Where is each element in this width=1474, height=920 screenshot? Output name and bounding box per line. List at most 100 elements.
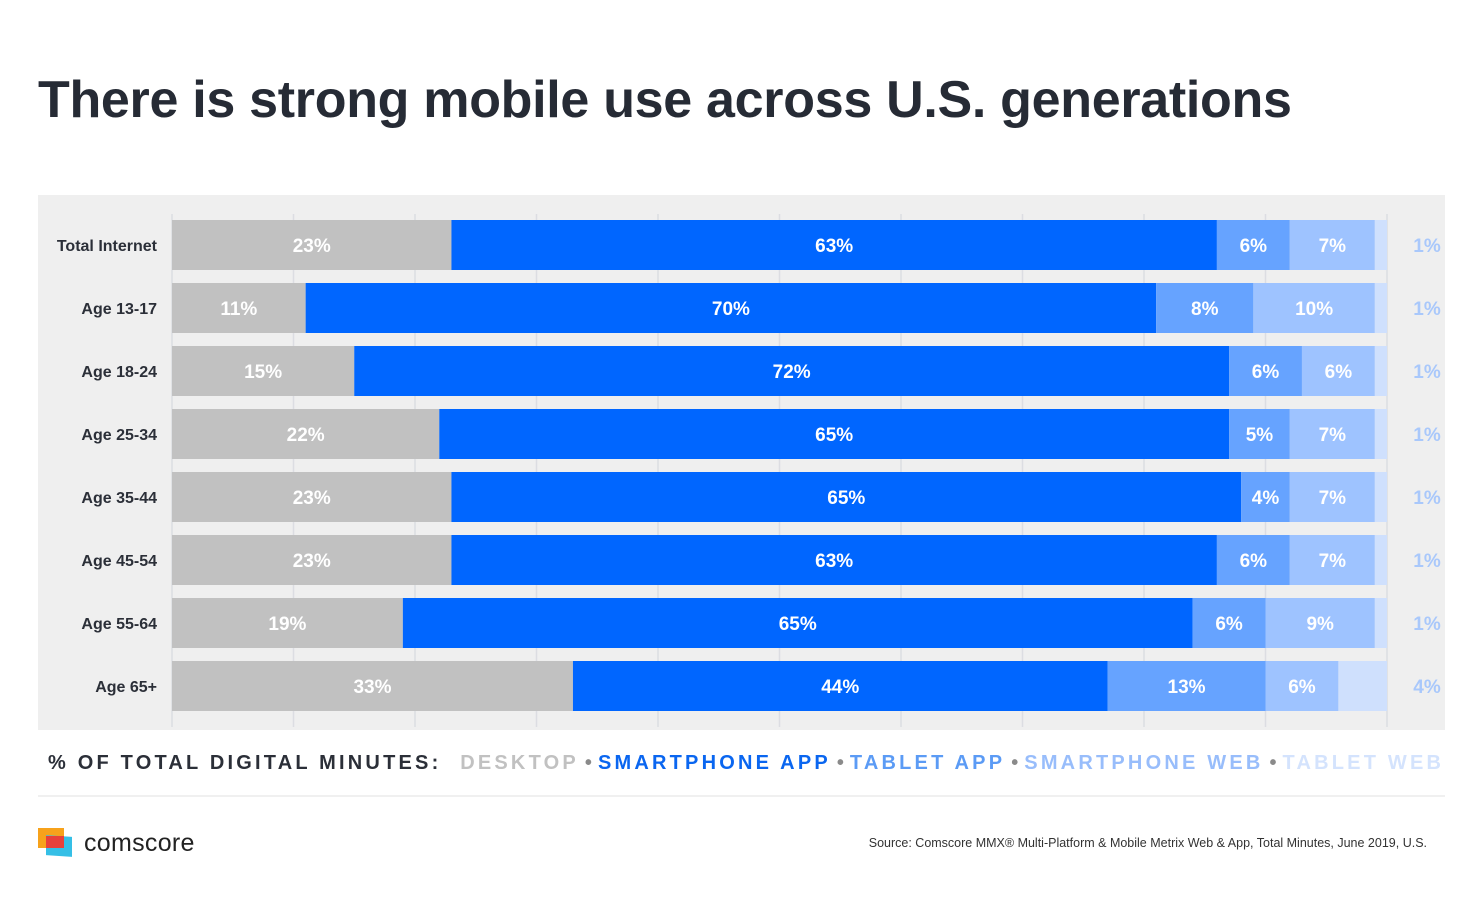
bar-segment-smartphone-app [451, 472, 1242, 522]
value-label: 72% [773, 362, 811, 383]
bar-segment-smartphone-web [1289, 220, 1375, 270]
legend-separator: • [584, 752, 592, 774]
legend-item-tablet-web: TABLET WEB [1282, 752, 1445, 774]
value-label: 6% [1325, 362, 1353, 383]
source-note: Source: Comscore MMX® Multi-Platform & M… [868, 836, 1427, 850]
bar-segment-smartphone-app [451, 220, 1217, 270]
value-label: 7% [1319, 236, 1347, 257]
bar-segment-tablet-web [1374, 220, 1387, 270]
bar-segment-tablet-web [1374, 346, 1387, 396]
value-label: 4% [1413, 677, 1441, 698]
bar-segment-smartphone-app [439, 409, 1230, 459]
legend-separator: • [1011, 752, 1019, 774]
bar-segment-tablet-app [1216, 220, 1290, 270]
bar-segment-smartphone-web [1301, 346, 1375, 396]
bar-segment-tablet-web [1374, 472, 1387, 522]
bar-segment-smartphone-web [1289, 409, 1375, 459]
bar-segment-tablet-app [1107, 661, 1266, 711]
legend-item-desktop: DESKTOP [460, 752, 579, 774]
bar-segment-smartphone-app [451, 535, 1217, 585]
legend-item-tablet-app: TABLET APP [849, 752, 1006, 774]
value-label: 1% [1413, 425, 1441, 446]
value-label: 4% [1252, 488, 1280, 509]
bar-segment-tablet-app [1192, 598, 1266, 648]
bar-segment-tablet-app [1241, 472, 1290, 522]
value-label: 11% [220, 299, 257, 320]
value-label: 8% [1191, 299, 1219, 320]
value-label: 63% [815, 236, 853, 257]
bar-segment-desktop [172, 220, 452, 270]
category-label: Age 55-64 [81, 616, 157, 633]
value-label: 23% [293, 488, 331, 509]
category-label: Age 18-24 [81, 364, 157, 381]
category-label: Age 13-17 [81, 301, 157, 318]
category-label: Age 45-54 [81, 553, 157, 570]
value-label: 6% [1252, 362, 1280, 383]
value-label: 23% [293, 236, 331, 257]
value-label: 7% [1319, 425, 1347, 446]
category-label: Age 35-44 [81, 490, 157, 507]
value-label: 1% [1413, 488, 1441, 509]
page-title: There is strong mobile use across U.S. g… [38, 71, 1292, 129]
bar-segment-smartphone-web [1289, 535, 1375, 585]
bar-segment-tablet-app [1156, 283, 1254, 333]
value-label: 6% [1240, 551, 1268, 572]
chart-panel: Total Internet 23% 63% 6% 7% 1% Age 13-17 11% 70… [38, 195, 1445, 730]
value-label: 1% [1413, 236, 1441, 257]
bar-segment-tablet-app [1216, 535, 1290, 585]
category-label: Age 25-34 [81, 427, 157, 444]
value-label: 6% [1240, 236, 1268, 257]
legend-item-smartphone-web: SMARTPHONE WEB [1024, 752, 1264, 774]
comscore-logo: comscore [38, 828, 195, 858]
logo-text: comscore [84, 828, 195, 857]
bar-segment-tablet-web [1374, 409, 1387, 459]
value-label: 7% [1319, 488, 1347, 509]
bar-segment-smartphone-app [402, 598, 1193, 648]
bar-segment-smartphone-web [1253, 283, 1375, 333]
bar-segment-tablet-web [1374, 535, 1387, 585]
value-label: 70% [712, 299, 750, 320]
value-label: 1% [1413, 551, 1441, 572]
legend-separator: • [1269, 752, 1277, 774]
bar-segment-smartphone-web [1265, 661, 1339, 711]
value-label: 33% [353, 677, 391, 698]
bar-segment-desktop [172, 346, 355, 396]
bar-segment-smartphone-web [1265, 598, 1375, 648]
category-label: Total Internet [57, 238, 158, 255]
value-label: 13% [1168, 677, 1206, 698]
bar-segment-tablet-web [1374, 598, 1387, 648]
footer-divider [38, 795, 1445, 797]
value-label: 63% [815, 551, 853, 572]
comscore-logo-icon [38, 828, 72, 858]
value-label: 6% [1215, 614, 1243, 635]
value-label: 19% [268, 614, 306, 635]
value-label: 5% [1246, 425, 1274, 446]
bar-segment-desktop [172, 472, 452, 522]
bars [172, 220, 1387, 711]
legend-separator: • [836, 752, 844, 774]
category-label: Age 65+ [95, 679, 157, 696]
legend-items: DESKTOP • SMARTPHONE APP • TABLET APP • SMARTP… [450, 752, 1444, 774]
bar-segment-desktop [172, 661, 573, 711]
value-label: 65% [779, 614, 817, 635]
bar-segment-smartphone-app [572, 661, 1108, 711]
value-label: 1% [1413, 299, 1441, 320]
stacked-bar-chart: Total Internet 23% 63% 6% 7% 1% Age 13-17 11% 70… [57, 214, 1441, 727]
labels: Total Internet 23% 63% 6% 7% 1% Age 13-17 11% 70… [57, 236, 1441, 698]
bar-segment-tablet-app [1229, 409, 1290, 459]
bar-segment-tablet-app [1229, 346, 1302, 396]
value-label: 15% [244, 362, 282, 383]
value-label: 23% [293, 551, 331, 572]
bar-segment-smartphone-app [305, 283, 1157, 333]
bar-segment-smartphone-web [1289, 472, 1375, 522]
value-label: 7% [1319, 551, 1347, 572]
value-label: 10% [1295, 299, 1333, 320]
bar-segment-tablet-web [1338, 661, 1387, 711]
value-label: 22% [287, 425, 325, 446]
value-label: 6% [1288, 677, 1316, 698]
legend: % OF TOTAL DIGITAL MINUTES: DESKTOP • SMAR… [48, 752, 1444, 775]
bar-segment-tablet-web [1374, 283, 1387, 333]
legend-prefix: % OF TOTAL DIGITAL MINUTES: [48, 752, 442, 774]
value-label: 65% [815, 425, 853, 446]
value-label: 1% [1413, 362, 1441, 383]
